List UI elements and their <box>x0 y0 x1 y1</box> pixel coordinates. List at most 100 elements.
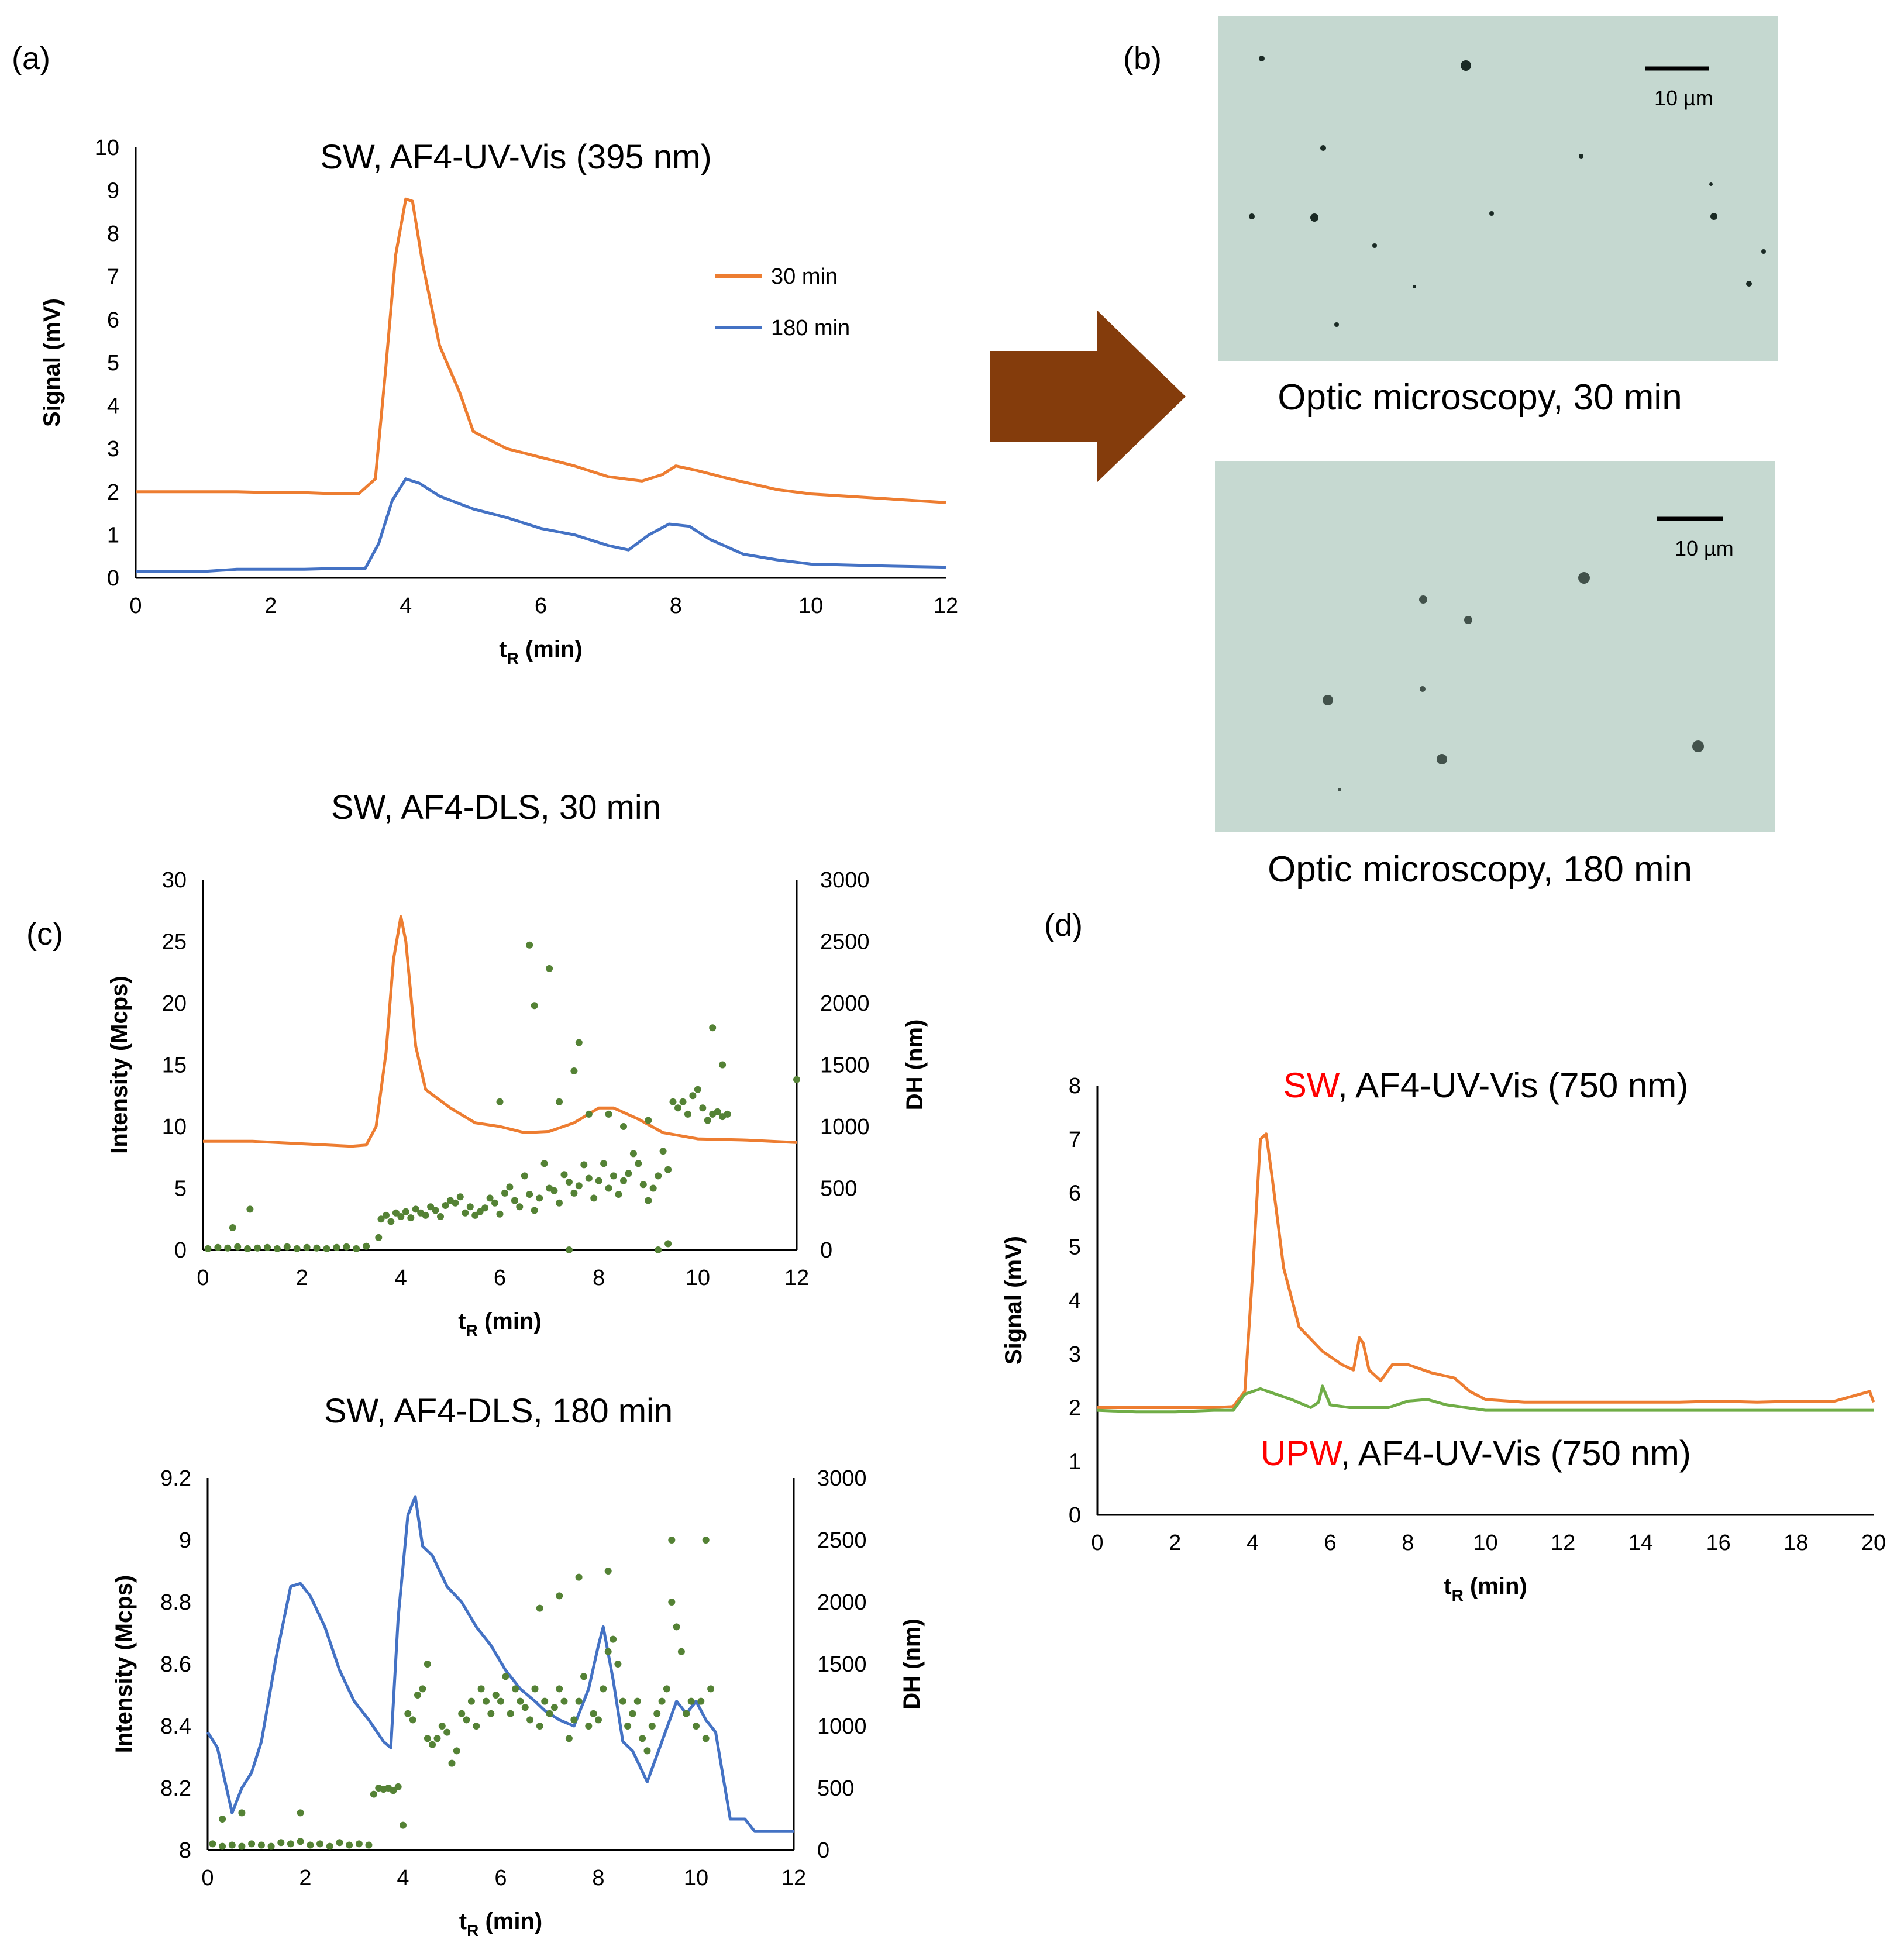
dh-point <box>228 1841 236 1849</box>
dh-point <box>481 1204 489 1212</box>
dh-point <box>409 1716 416 1724</box>
dh-point <box>669 1098 677 1105</box>
y2-tick-label: 1000 <box>820 1115 870 1139</box>
x-tick-label: 6 <box>1324 1531 1337 1555</box>
particle <box>1464 616 1472 624</box>
series-line-upw <box>1097 1384 1874 1414</box>
x-tick-label: 16 <box>1706 1531 1730 1555</box>
chart-c-dls-30min: 0 2 4 6 8 10 12 0 5 10 15 20 25 30 0 500 1000 1500 2000 250… <box>106 788 928 1339</box>
dh-scatter-series <box>204 941 800 1253</box>
dh-point <box>219 1816 226 1823</box>
y-tick-label: 0 <box>1069 1503 1081 1528</box>
series-line-30-min <box>136 197 946 504</box>
dh-point <box>605 1110 612 1118</box>
dh-point <box>604 1648 612 1655</box>
dh-point <box>719 1061 727 1069</box>
micrograph-180min-particles <box>1323 572 1704 791</box>
dh-point <box>697 1697 705 1705</box>
x-tick-label: 12 <box>1551 1531 1575 1555</box>
dh-point <box>244 1245 252 1252</box>
dh-point <box>635 1160 642 1167</box>
y-tick-label: 15 <box>162 1053 187 1078</box>
intensity-line <box>203 915 797 1148</box>
y2-tick-label: 3000 <box>817 1466 867 1491</box>
dh-point <box>565 1179 573 1186</box>
dh-point <box>516 1203 524 1211</box>
y-axis-label: Intensity (Mcps) <box>106 976 132 1153</box>
x-axis-label-main: t <box>1444 1573 1451 1599</box>
x-axis-label-rest: (min) <box>478 1909 542 1934</box>
dh-point <box>687 1697 695 1705</box>
y2-tick-label: 1500 <box>817 1652 867 1677</box>
y2-tick-label: 2000 <box>817 1590 867 1615</box>
dh-point <box>414 1692 421 1699</box>
y-tick-label: 4 <box>1069 1289 1081 1313</box>
dh-point <box>234 1243 242 1251</box>
x-axis-label: tR (min) <box>458 1308 541 1339</box>
dh-point <box>363 1242 370 1250</box>
y-tick-label: 10 <box>162 1115 187 1139</box>
dh-point <box>442 1202 449 1209</box>
dh-point <box>668 1599 676 1606</box>
dh-point <box>531 1002 538 1010</box>
x-axis-label-sub: R <box>467 1921 478 1940</box>
dh-point <box>580 1673 587 1680</box>
dh-point <box>565 1735 573 1742</box>
particle <box>1709 182 1713 186</box>
x-tick-label: 8 <box>670 594 682 618</box>
dh-point <box>536 1194 543 1202</box>
x-tick-label: 8 <box>592 1866 604 1890</box>
dh-point <box>673 1623 680 1631</box>
dh-point <box>625 1170 632 1177</box>
dh-point <box>639 1181 647 1189</box>
dh-point <box>492 1692 500 1699</box>
dh-point <box>565 1246 573 1253</box>
micrograph-30min-particles <box>1249 56 1766 327</box>
y-tick-label: 9 <box>107 179 119 204</box>
x-tick-label: 10 <box>798 594 823 618</box>
dh-point <box>653 1710 661 1717</box>
particle <box>1461 60 1471 71</box>
inline-series-label: UPW, AF4-UV-Vis (750 nm) <box>1261 1434 1691 1473</box>
dh-point <box>521 1704 529 1711</box>
dh-point <box>336 1839 343 1847</box>
dh-point <box>466 1203 474 1211</box>
y2-axis-label: DH (nm) <box>899 1618 925 1710</box>
dh-point <box>655 1172 662 1180</box>
y-tick-label: 5 <box>107 351 119 376</box>
x-tick-label: 0 <box>197 1266 209 1290</box>
dh-point <box>483 1697 490 1705</box>
y2-tick-label: 0 <box>820 1238 832 1263</box>
dh-point <box>293 1245 301 1252</box>
scale-label-180min: 10 µm <box>1675 536 1734 560</box>
dh-point <box>674 1104 681 1112</box>
x-tick-label: 12 <box>781 1866 806 1890</box>
particle <box>1710 213 1717 220</box>
dh-point <box>400 1821 407 1829</box>
dh-point <box>536 1723 543 1730</box>
dh-point <box>615 1191 622 1198</box>
dh-point <box>556 1199 563 1207</box>
dh-point <box>264 1243 271 1251</box>
dh-point <box>407 1214 415 1222</box>
dh-point <box>704 1117 711 1124</box>
y-tick-label: 3 <box>107 437 119 461</box>
dh-point <box>614 1661 622 1668</box>
dh-point <box>377 1215 385 1223</box>
x-tick-label: 10 <box>684 1866 708 1890</box>
y2-tick-label: 2000 <box>820 991 870 1016</box>
dh-point <box>590 1194 598 1202</box>
y-tick-label: 8.6 <box>160 1652 191 1677</box>
scale-label-30min: 10 µm <box>1654 86 1713 110</box>
x-tick-label: 10 <box>1473 1531 1497 1555</box>
x-axis-label-main: t <box>499 636 507 662</box>
dh-point <box>462 1209 469 1217</box>
x-tick-label: 14 <box>1628 1531 1653 1555</box>
x-tick-label: 6 <box>494 1866 507 1890</box>
dh-point <box>429 1741 436 1748</box>
dh-point <box>605 1184 612 1192</box>
dh-point <box>546 965 553 972</box>
x-tick-label: 4 <box>1247 1531 1259 1555</box>
